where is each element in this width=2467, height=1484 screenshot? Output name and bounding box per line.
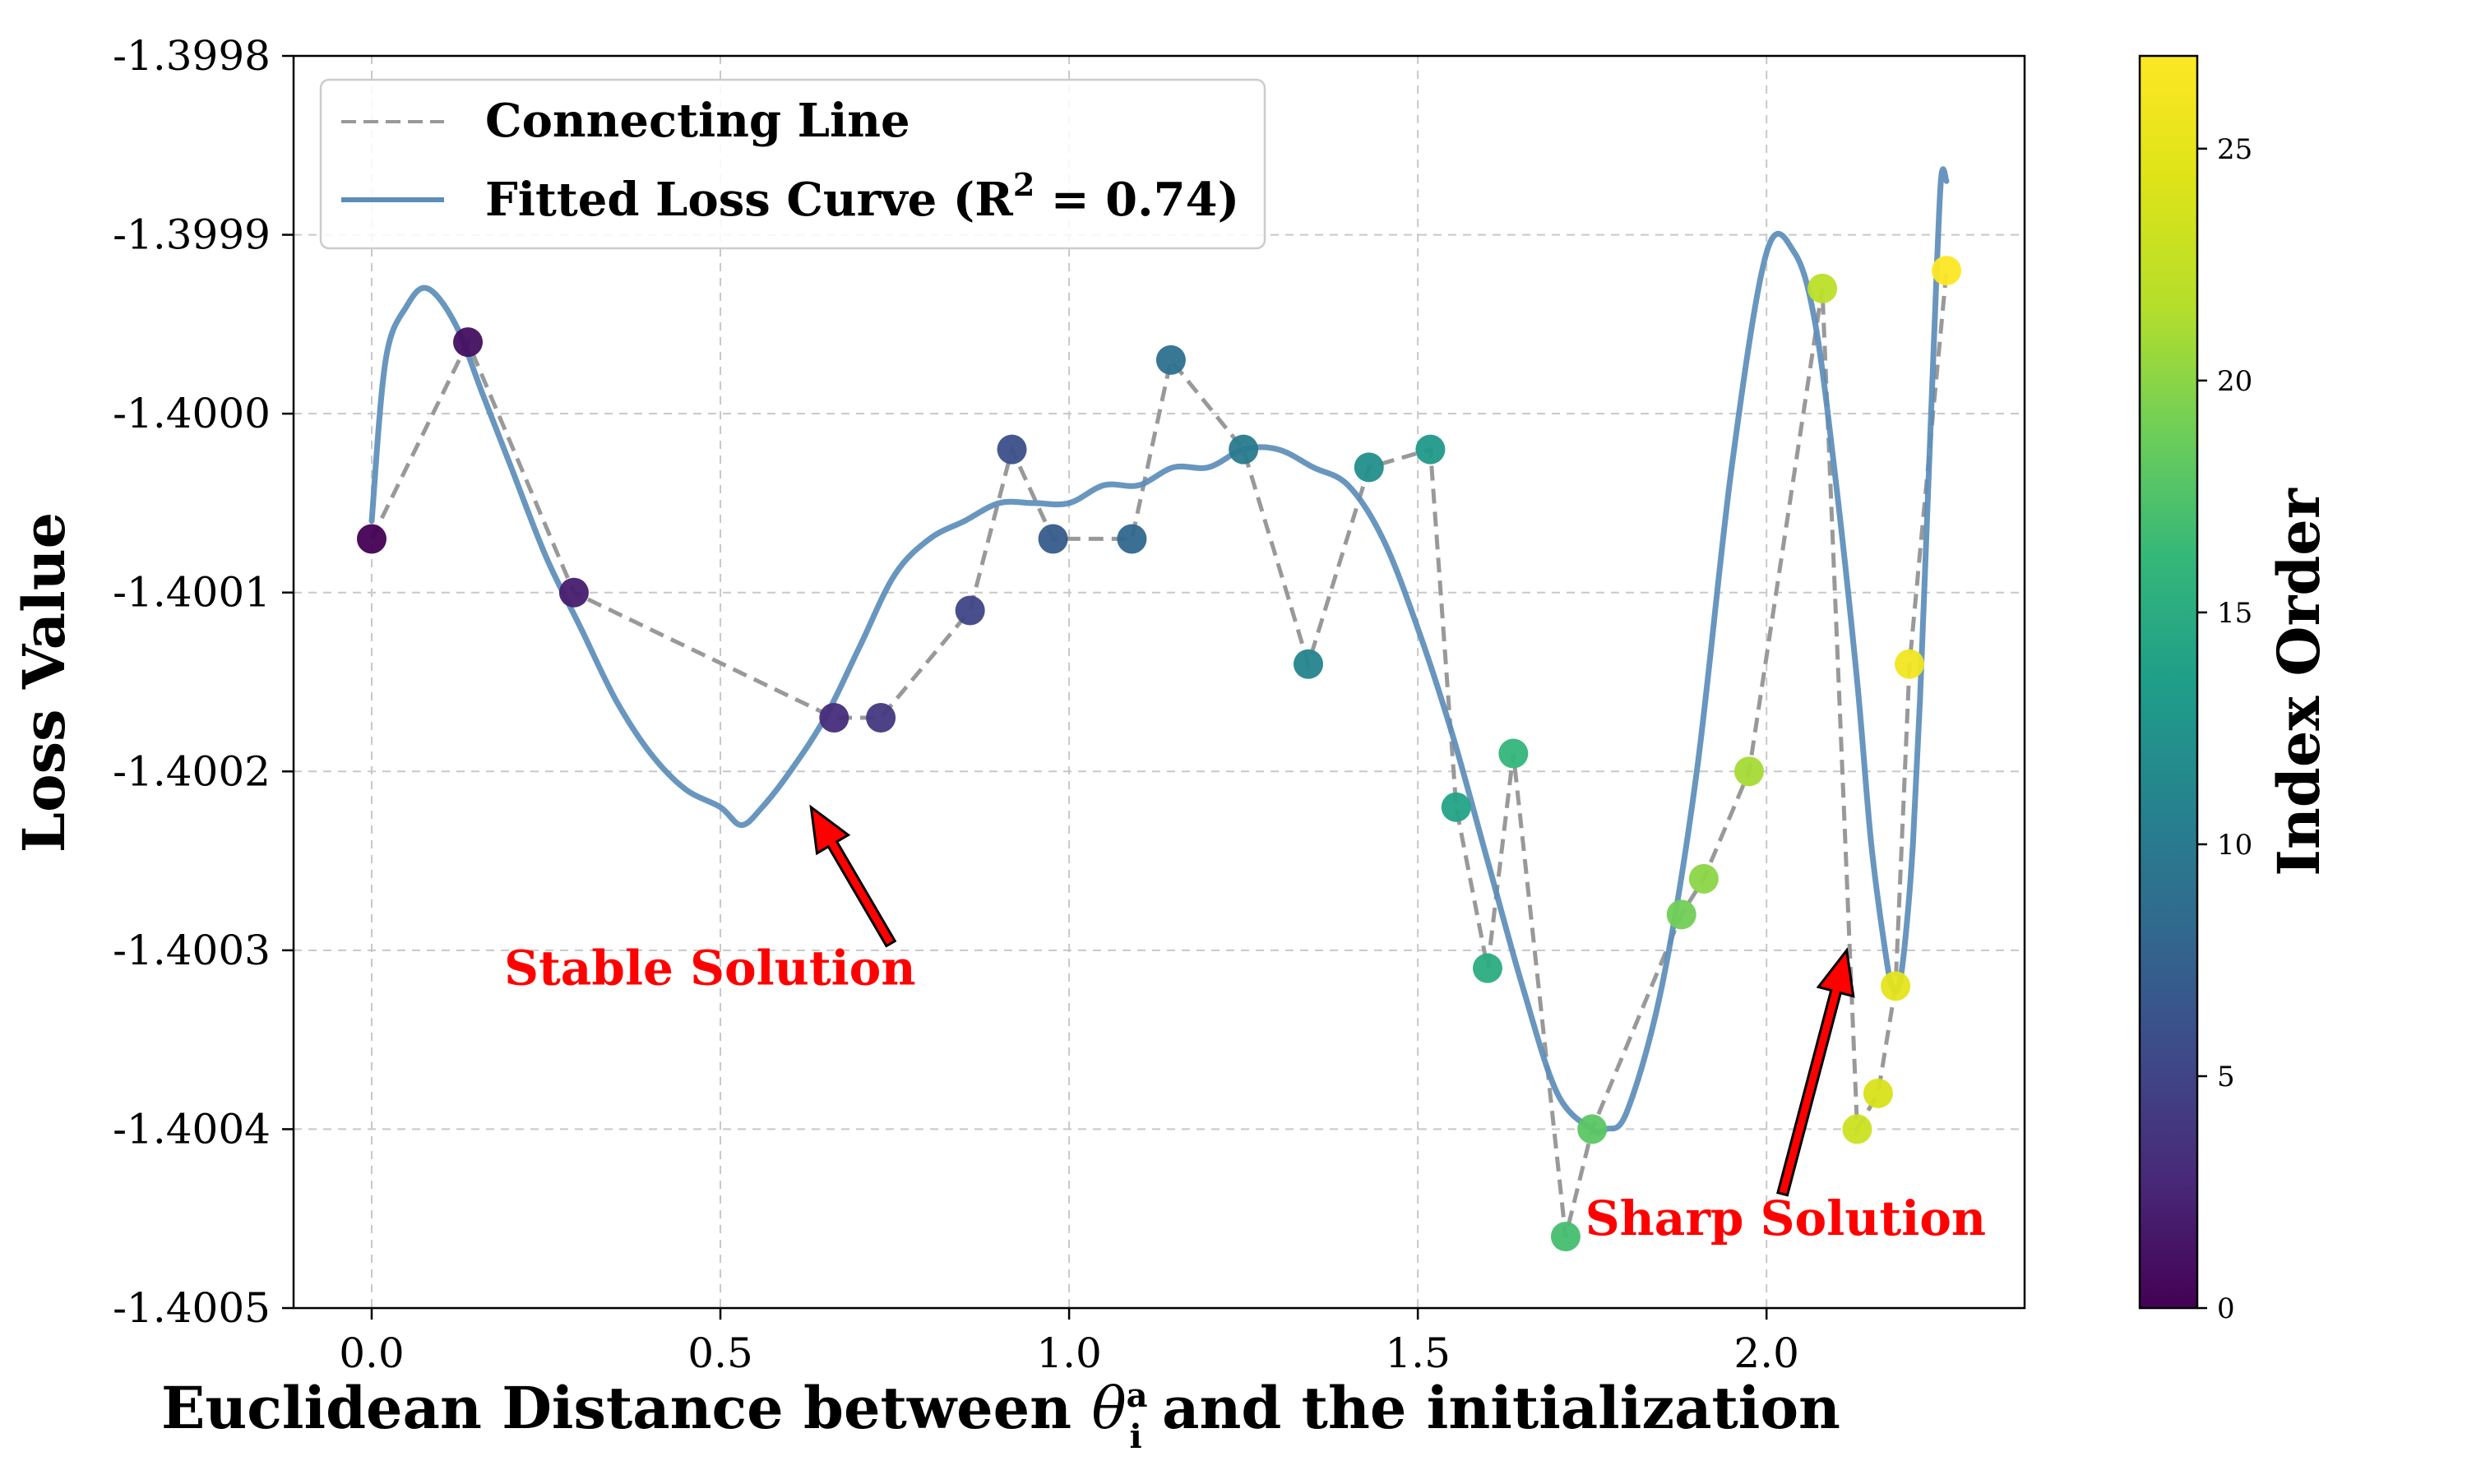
data-point <box>1666 899 1696 930</box>
x-axis-ticks: 0.0 0.5 1.0 1.5 2.0 <box>339 1308 1799 1377</box>
y-tick-label: -1.4003 <box>113 927 271 974</box>
y-axis-ticks: -1.3998 -1.3999 -1.4000 -1.4001 -1.4002 -1.40… <box>113 32 294 1332</box>
data-point <box>866 703 896 733</box>
connecting-line <box>369 270 1949 1237</box>
theta-subscript: i <box>1130 1417 1142 1456</box>
y-tick-label: -1.4001 <box>113 569 271 617</box>
y-tick-label: -1.4002 <box>113 747 271 795</box>
colorbar-tick-label: 25 <box>2217 133 2252 166</box>
data-point <box>1842 1114 1872 1144</box>
data-point <box>1807 273 1838 303</box>
annotation-arrow <box>1776 947 1855 1197</box>
data-point <box>1863 1078 1893 1108</box>
theta-superscript: a <box>1127 1376 1148 1415</box>
legend: Connecting Line Fitted Loss Curve (R2 = … <box>319 78 1266 250</box>
data-point <box>356 524 386 554</box>
data-point <box>1577 1114 1608 1144</box>
x-axis-title-suffix: and the initialization <box>1142 1374 1840 1442</box>
x-tick-label: 0.0 <box>339 1329 405 1377</box>
colorbar-title: Index Order <box>2265 488 2333 876</box>
data-point <box>1932 256 1962 286</box>
colorbar-tick-label: 20 <box>2217 365 2252 398</box>
data-point <box>1441 792 1471 822</box>
y-axis-title: Loss Value <box>10 512 78 853</box>
x-tick-label: 1.5 <box>1385 1329 1451 1377</box>
fitted-loss-curve <box>368 166 1950 1136</box>
y-tick-label: -1.4004 <box>113 1105 271 1153</box>
legend-fitted-prefix: Fitted Loss Curve (R <box>485 173 1013 227</box>
colorbar-tick-label: 10 <box>2217 829 2252 862</box>
data-point <box>1688 863 1719 894</box>
legend-box <box>319 78 1266 250</box>
annotation-arrow <box>809 804 897 948</box>
annotations: Stable Solution Sharp Solution <box>504 804 1986 1246</box>
data-point <box>1117 524 1147 554</box>
colorbar-ticks: 0 5 10 15 20 25 <box>2197 133 2252 1325</box>
annotation-label: Sharp Solution <box>1585 1190 1986 1246</box>
colorbar-tick-label: 0 <box>2217 1292 2235 1325</box>
x-axis-title-prefix: Euclidean Distance between <box>161 1374 1091 1442</box>
x-axis-title: Euclidean Distance between θa i and the i… <box>161 1374 1840 1456</box>
data-point <box>955 595 985 626</box>
data-point <box>453 327 484 358</box>
data-point <box>997 434 1027 465</box>
data-point <box>1155 344 1186 375</box>
data-point <box>1895 649 1925 679</box>
data-point <box>1733 756 1764 787</box>
theta-symbol: θ <box>1091 1375 1126 1442</box>
colorbar: 0 5 10 15 20 25 Index Order <box>2138 54 2333 1325</box>
data-point <box>1550 1221 1581 1251</box>
legend-fitted-superscript: 2 <box>1013 166 1034 203</box>
data-point <box>1415 434 1446 465</box>
data-point <box>1472 953 1502 983</box>
data-point <box>1354 452 1384 483</box>
data-point <box>1038 524 1068 554</box>
data-point <box>819 703 849 733</box>
annotation-label: Stable Solution <box>504 941 915 996</box>
y-tick-label: -1.4005 <box>113 1284 271 1332</box>
colorbar-gradient <box>2138 54 2199 1310</box>
colorbar-tick-label: 15 <box>2217 597 2252 630</box>
data-point <box>1293 649 1323 679</box>
x-tick-label: 0.5 <box>687 1329 753 1377</box>
legend-fitted-suffix: = 0.74) <box>1034 173 1239 227</box>
legend-connecting-line-label: Connecting Line <box>485 94 910 148</box>
y-tick-label: -1.4000 <box>113 390 271 437</box>
y-tick-label: -1.3999 <box>113 211 271 259</box>
data-point <box>1881 971 1911 1001</box>
legend-fitted-curve-label: Fitted Loss Curve (R2 = 0.74) <box>485 166 1239 227</box>
x-tick-label: 1.0 <box>1036 1329 1102 1377</box>
colorbar-tick-label: 5 <box>2217 1061 2235 1093</box>
connecting-line-layer <box>369 270 1949 1237</box>
data-point <box>1498 738 1529 769</box>
x-tick-label: 2.0 <box>1733 1329 1799 1377</box>
y-tick-label: -1.3998 <box>113 32 271 80</box>
scatter-points <box>356 256 1962 1251</box>
data-point <box>1229 434 1259 465</box>
plot-area-frame <box>292 54 2026 1310</box>
data-point <box>558 577 589 608</box>
fitted-curve-layer <box>368 166 1950 1136</box>
